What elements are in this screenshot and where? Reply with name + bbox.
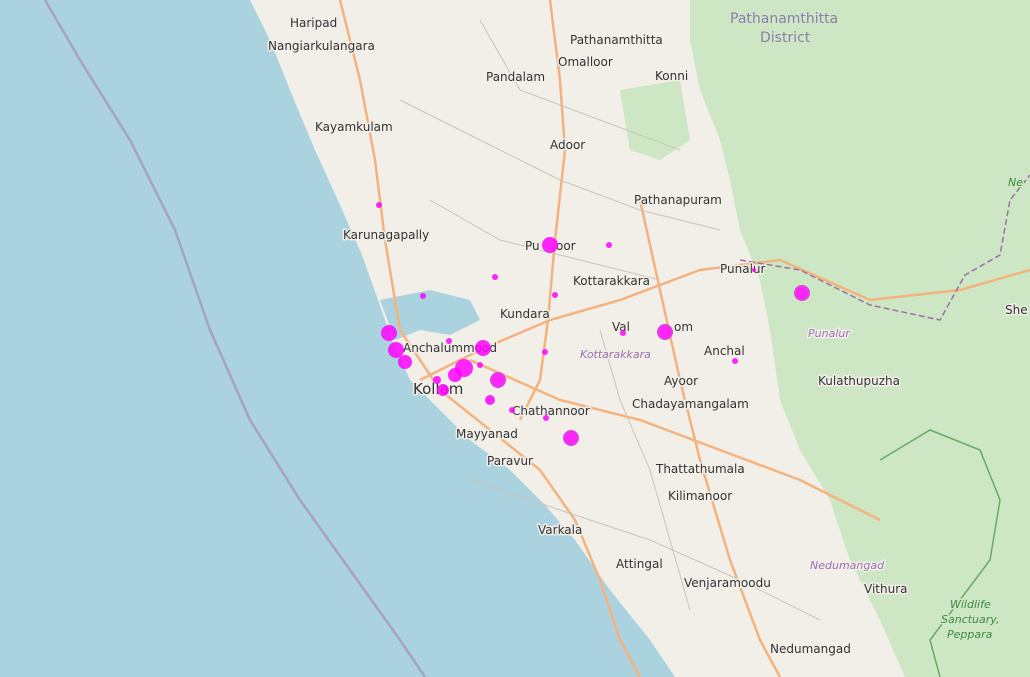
marker[interactable] (398, 355, 412, 369)
minor-roads (399, 19, 821, 621)
marker[interactable] (620, 330, 626, 336)
label-kilimanoor: Kilimanoor (668, 489, 732, 503)
marker[interactable] (542, 349, 548, 355)
coastal-backwater (380, 290, 480, 340)
district-boundary (739, 174, 1030, 321)
marker[interactable] (509, 407, 515, 413)
label-punalur-town: Punalur (720, 262, 766, 276)
label-she: She (1005, 303, 1028, 317)
label-pathanapuram: Pathanapuram (634, 193, 722, 207)
marker[interactable] (485, 395, 495, 405)
label-mayyanad: Mayyanad (456, 427, 518, 441)
marker[interactable] (543, 415, 549, 421)
label-adoor: Adoor (550, 138, 585, 152)
marker[interactable] (732, 358, 738, 364)
marker[interactable] (657, 324, 673, 340)
marker[interactable] (552, 292, 558, 298)
label-wildlife-3: Peppara (947, 628, 993, 641)
label-ayoor: Ayoor (664, 374, 698, 388)
marker[interactable] (477, 362, 483, 368)
marker[interactable] (381, 325, 397, 341)
label-valakom-start: Val (612, 320, 630, 334)
sea-area (0, 0, 675, 677)
marker[interactable] (433, 376, 441, 384)
label-omalloor: Omalloor (558, 55, 613, 69)
label-kottarakkara-town: Kottarakkara (573, 274, 650, 288)
marker[interactable] (475, 340, 491, 356)
forest-area (690, 0, 1030, 677)
label-varkala: Varkala (538, 523, 582, 537)
label-pandalam: Pandalam (486, 70, 545, 84)
marker[interactable] (606, 242, 612, 248)
label-anchalummood: Anchalummood (403, 341, 497, 355)
label-nedumangad-town: Nedumangad (770, 642, 851, 656)
label-ne: Ne (1008, 176, 1023, 189)
label-nangiarkulangara: Nangiarkulangara (268, 39, 375, 53)
marker[interactable] (542, 237, 558, 253)
label-venjaramoodu: Venjaramoodu (684, 576, 771, 590)
marker[interactable] (420, 293, 426, 299)
label-punalur-partial-end: oor (556, 239, 576, 253)
marker[interactable] (492, 274, 498, 280)
label-pathanamthitta: Pathanamthitta (570, 33, 663, 47)
label-kulathupuzha: Kulathupuzha (818, 374, 900, 388)
forest-patch (620, 80, 690, 160)
label-vithura: Vithura (864, 582, 907, 596)
marker[interactable] (794, 285, 810, 301)
label-kottarakkara-region: Kottarakkara (580, 348, 651, 361)
marker[interactable] (563, 430, 579, 446)
label-chadayamangalam: Chadayamangalam (632, 397, 749, 411)
marker[interactable] (446, 338, 452, 344)
label-haripad: Haripad (290, 16, 337, 30)
marker[interactable] (376, 202, 382, 208)
marker[interactable] (388, 342, 404, 358)
label-attingal: Attingal (616, 557, 663, 571)
label-district-name: Pathanamthitta (730, 11, 838, 27)
label-chathannoor: Chathannoor (512, 404, 590, 418)
marker[interactable] (437, 384, 449, 396)
label-district-word: District (760, 30, 811, 46)
maritime-boundary (43, 0, 427, 677)
place-labels: Haripad Nangiarkulangara Pathanamthitta … (267, 10, 1030, 658)
marker[interactable] (490, 372, 506, 388)
label-karunagapally: Karunagapally (343, 228, 429, 242)
label-paravur: Paravur (487, 454, 533, 468)
label-kayamkulam: Kayamkulam (315, 120, 393, 134)
label-punalur-region: Punalur (808, 327, 851, 340)
label-kundara: Kundara (500, 307, 550, 321)
label-anchal: Anchal (704, 344, 745, 358)
marker[interactable] (752, 268, 756, 272)
label-wildlife-2: Sanctuary, (941, 613, 999, 626)
label-thattathumala: Thattathumala (655, 462, 745, 476)
label-punalur-partial: Pu (525, 239, 540, 253)
label-wildlife-1: Wildlife (950, 598, 991, 611)
protected-area-boundary (879, 429, 1001, 677)
label-konni: Konni (655, 69, 688, 83)
marker[interactable] (448, 368, 462, 382)
data-markers[interactable] (376, 202, 810, 446)
label-valakom-end: om (674, 320, 693, 334)
label-nedumangad-region: Nedumangad (810, 559, 885, 572)
